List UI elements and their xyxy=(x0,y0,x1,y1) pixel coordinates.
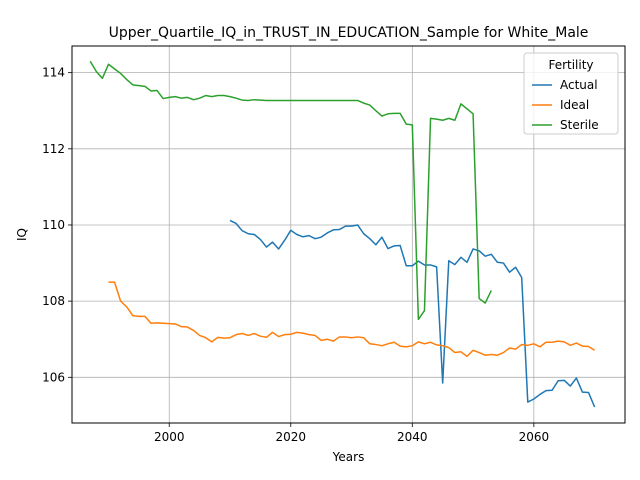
legend: Fertility Actual Ideal Sterile xyxy=(523,52,619,135)
y-tick-label: 114 xyxy=(42,66,65,80)
y-tick-label: 110 xyxy=(42,218,65,232)
y-tick-label: 106 xyxy=(42,370,65,384)
series-lines xyxy=(89,60,596,408)
legend-entries: Actual Ideal Sterile xyxy=(532,78,599,132)
series-line-actual xyxy=(229,219,596,408)
x-axis-label: Years xyxy=(332,450,365,464)
x-axis-ticks: 2000 2020 2040 2060 xyxy=(154,423,549,444)
y-axis-ticks: 106 108 110 112 114 xyxy=(42,66,72,384)
x-tick-label: 2020 xyxy=(275,430,306,444)
legend-label-ideal: Ideal xyxy=(560,98,589,112)
y-tick-label: 108 xyxy=(42,294,65,308)
x-tick-label: 2000 xyxy=(154,430,185,444)
y-axis-label: IQ xyxy=(15,228,29,241)
legend-label-actual: Actual xyxy=(560,78,598,92)
x-tick-label: 2040 xyxy=(397,430,428,444)
legend-label-sterile: Sterile xyxy=(560,118,599,132)
plot-frame xyxy=(71,45,626,424)
x-tick-label: 2060 xyxy=(519,430,550,444)
legend-title: Fertility xyxy=(548,58,593,72)
chart-title: Upper_Quartile_IQ_in_TRUST_IN_EDUCATION_… xyxy=(109,25,589,41)
series-line-sterile xyxy=(89,60,492,321)
series-line-ideal xyxy=(108,281,596,358)
legend-box xyxy=(523,52,619,135)
y-tick-label: 112 xyxy=(42,142,65,156)
